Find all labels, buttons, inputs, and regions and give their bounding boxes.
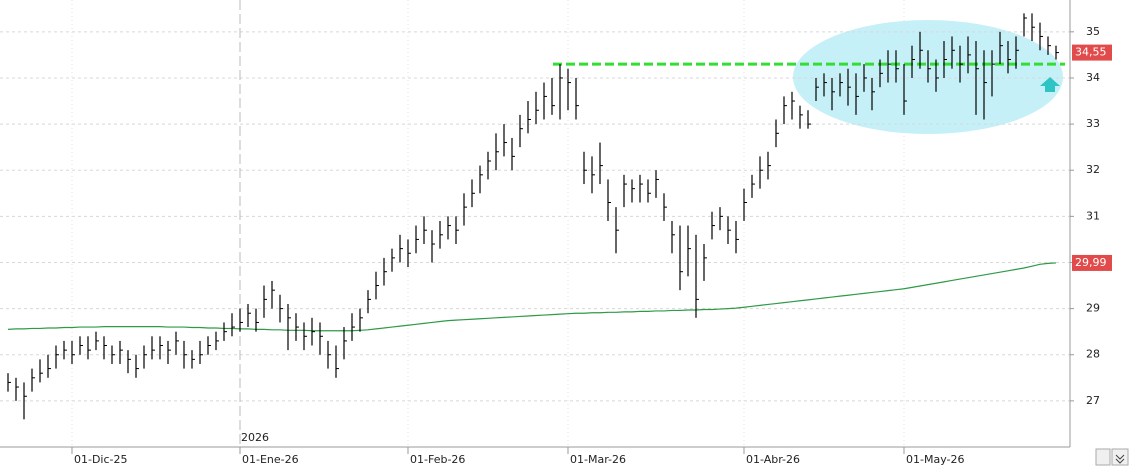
last-value-label: 29,99 <box>1075 256 1107 269</box>
x-tick-label: 01-Abr-26 <box>746 453 800 466</box>
up-arrow <box>1040 77 1060 92</box>
x-tick-label: 01-Ene-26 <box>242 453 299 466</box>
y-tick-label: 31 <box>1086 209 1100 222</box>
zoom-button[interactable] <box>1095 448 1111 466</box>
scroll-icon <box>1115 454 1125 464</box>
y-tick-label: 34 <box>1086 71 1100 84</box>
x-tick-label: 01-May-26 <box>906 453 964 466</box>
grid <box>0 0 1070 447</box>
axes: 27282930313233343501-Dic-25202601-Ene-26… <box>71 25 1112 466</box>
year-label: 2026 <box>241 431 269 444</box>
y-tick-label: 29 <box>1086 302 1100 315</box>
scroll-button[interactable] <box>1111 448 1129 466</box>
moving-average <box>7 262 1057 332</box>
y-tick-label: 27 <box>1086 394 1100 407</box>
last-value-box <box>1072 44 1112 61</box>
y-tick-label: 28 <box>1086 348 1100 361</box>
x-tick-label: 01-Feb-26 <box>410 453 465 466</box>
marks <box>7 13 1065 420</box>
y-tick-label: 32 <box>1086 163 1100 176</box>
last-value-label: 34,55 <box>1075 46 1107 59</box>
x-tick-label: 01-Mar-26 <box>570 453 626 466</box>
x-tick-label: 01-Dic-25 <box>74 453 128 466</box>
y-tick-label: 35 <box>1086 25 1100 38</box>
last-value-box <box>1072 254 1112 271</box>
y-tick-label: 33 <box>1086 117 1100 130</box>
